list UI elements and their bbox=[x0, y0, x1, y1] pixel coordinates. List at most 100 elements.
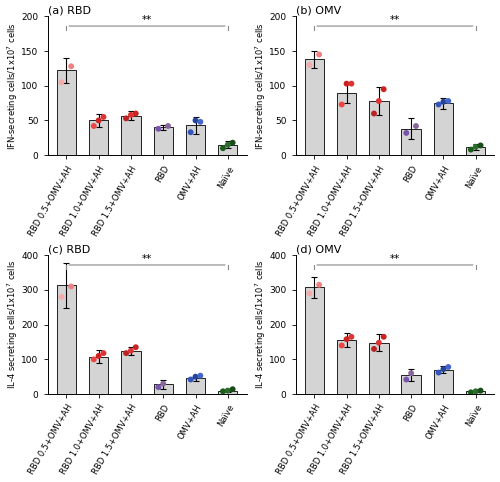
Point bbox=[67, 282, 75, 290]
Bar bbox=[121, 116, 141, 155]
Bar bbox=[154, 384, 173, 394]
Point bbox=[306, 290, 314, 297]
Bar bbox=[337, 93, 356, 155]
Point bbox=[444, 363, 452, 371]
Point bbox=[476, 387, 484, 394]
Point bbox=[375, 339, 383, 347]
Point bbox=[154, 125, 162, 133]
Point bbox=[407, 369, 415, 377]
Point bbox=[348, 333, 356, 341]
Bar bbox=[56, 70, 76, 155]
Point bbox=[90, 122, 98, 130]
Bar bbox=[466, 391, 485, 394]
Text: (b) OMV: (b) OMV bbox=[296, 6, 341, 15]
Point bbox=[476, 142, 484, 149]
Text: **: ** bbox=[142, 254, 152, 264]
Point bbox=[132, 109, 140, 117]
Bar bbox=[121, 351, 141, 394]
Point bbox=[444, 97, 452, 105]
Point bbox=[186, 128, 194, 136]
Point bbox=[380, 333, 388, 341]
Bar bbox=[434, 370, 453, 394]
Bar bbox=[89, 120, 108, 155]
Point bbox=[342, 80, 350, 88]
Text: (c) RBD: (c) RBD bbox=[48, 244, 90, 254]
Point bbox=[402, 129, 410, 137]
Point bbox=[338, 342, 345, 349]
Point bbox=[342, 335, 350, 343]
Point bbox=[224, 387, 232, 394]
Point bbox=[219, 388, 227, 395]
Point bbox=[90, 356, 98, 363]
Bar bbox=[402, 129, 421, 155]
Point bbox=[192, 117, 200, 124]
Point bbox=[122, 115, 130, 122]
Y-axis label: IFN-secreting cells/1x10$^7$ cells: IFN-secreting cells/1x10$^7$ cells bbox=[254, 22, 268, 149]
Point bbox=[338, 101, 345, 108]
Y-axis label: IFN-secreting cells/1x10$^7$ cells: IFN-secreting cells/1x10$^7$ cells bbox=[6, 22, 20, 149]
Point bbox=[224, 141, 232, 148]
Point bbox=[196, 372, 204, 379]
Point bbox=[164, 122, 172, 130]
Bar bbox=[304, 287, 324, 394]
Point bbox=[467, 388, 475, 396]
Point bbox=[122, 349, 130, 357]
Point bbox=[370, 109, 378, 117]
Text: (d) OMV: (d) OMV bbox=[296, 244, 341, 254]
Point bbox=[219, 144, 227, 152]
Bar bbox=[337, 340, 356, 394]
Point bbox=[315, 51, 323, 58]
Point bbox=[440, 98, 448, 106]
Point bbox=[467, 146, 475, 153]
Point bbox=[472, 388, 480, 395]
Text: (a) RBD: (a) RBD bbox=[48, 6, 90, 15]
Bar bbox=[186, 378, 205, 394]
Point bbox=[159, 380, 167, 388]
Bar bbox=[402, 375, 421, 394]
Point bbox=[67, 63, 75, 70]
Point bbox=[100, 113, 108, 121]
Point bbox=[132, 343, 140, 351]
Text: **: ** bbox=[390, 254, 400, 264]
Point bbox=[348, 80, 356, 88]
Point bbox=[434, 369, 442, 376]
Bar bbox=[89, 357, 108, 394]
Text: **: ** bbox=[142, 15, 152, 26]
Point bbox=[472, 143, 480, 151]
Y-axis label: IL-4 secreting cells/1x10$^7$ cells: IL-4 secreting cells/1x10$^7$ cells bbox=[6, 260, 20, 389]
Point bbox=[315, 281, 323, 289]
Bar bbox=[369, 343, 388, 394]
Point bbox=[228, 385, 236, 393]
Point bbox=[440, 365, 448, 373]
Bar bbox=[154, 127, 173, 155]
Point bbox=[434, 101, 442, 108]
Point bbox=[58, 79, 66, 86]
Point bbox=[192, 373, 200, 381]
Point bbox=[370, 345, 378, 353]
Point bbox=[186, 375, 194, 383]
Bar bbox=[56, 285, 76, 394]
Bar bbox=[218, 145, 238, 155]
Point bbox=[196, 118, 204, 126]
Point bbox=[100, 349, 108, 357]
Bar bbox=[218, 390, 238, 394]
Bar bbox=[466, 147, 485, 155]
Bar bbox=[186, 125, 205, 155]
Point bbox=[228, 139, 236, 147]
Point bbox=[58, 293, 66, 301]
Bar bbox=[434, 103, 453, 155]
Point bbox=[306, 61, 314, 69]
Point bbox=[94, 352, 102, 360]
Text: **: ** bbox=[390, 15, 400, 26]
Point bbox=[375, 97, 383, 105]
Point bbox=[412, 122, 420, 130]
Point bbox=[127, 347, 135, 355]
Point bbox=[380, 85, 388, 93]
Bar bbox=[304, 59, 324, 155]
Bar bbox=[369, 101, 388, 155]
Point bbox=[127, 111, 135, 119]
Point bbox=[154, 383, 162, 391]
Point bbox=[402, 375, 410, 383]
Point bbox=[94, 117, 102, 124]
Y-axis label: IL-4 secreting cells/1x10$^7$ cells: IL-4 secreting cells/1x10$^7$ cells bbox=[254, 260, 268, 389]
